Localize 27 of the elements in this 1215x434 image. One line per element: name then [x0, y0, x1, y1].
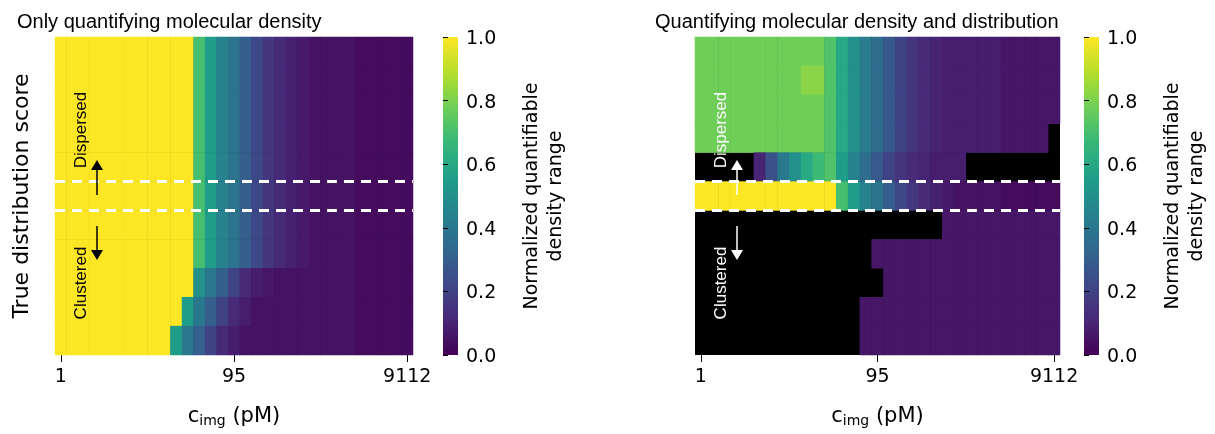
color-bar-label: 0.0 — [1107, 344, 1138, 366]
x-tick-label: 1 — [694, 363, 707, 386]
color-bar-label: 0.6 — [466, 153, 497, 176]
color-bar-title: Normalized quantifiable density range — [1160, 82, 1206, 310]
chart-title: Only quantifying molecular density — [17, 10, 322, 32]
chart-title: Quantifying molecular density and distribution — [655, 10, 1059, 32]
y-axis-title: True distribution score — [7, 73, 33, 320]
x-tick-label: 9112 — [383, 363, 432, 386]
annotation: Clustered — [710, 246, 730, 320]
color-bar-label: 0.0 — [466, 344, 497, 366]
color-bar-label: 1.0 — [466, 26, 497, 48]
annotation: Clustered — [70, 246, 90, 320]
color-bar-label: 0.4 — [1107, 216, 1138, 239]
color-bar-label: 0.8 — [1107, 89, 1138, 112]
color-bar-label: 0.2 — [1107, 280, 1138, 303]
x-tick-label: 95 — [221, 363, 247, 386]
annotation: Dispersed — [710, 91, 730, 169]
x-tick-label: 95 — [865, 363, 890, 386]
color-bar-label: 1.0 — [1107, 26, 1138, 48]
color-bar-title: Normalized quantifiable density range — [519, 82, 565, 310]
annotation: Dispersed — [70, 91, 90, 169]
color-bar-label: 0.6 — [1107, 153, 1138, 176]
color-bar-label: 0.4 — [466, 216, 497, 239]
x-tick-label: 1 — [54, 363, 67, 386]
color-bar-label: 0.8 — [466, 89, 497, 112]
color-bar-label: 0.2 — [466, 280, 497, 303]
x-tick-label: 9112 — [1029, 363, 1079, 386]
